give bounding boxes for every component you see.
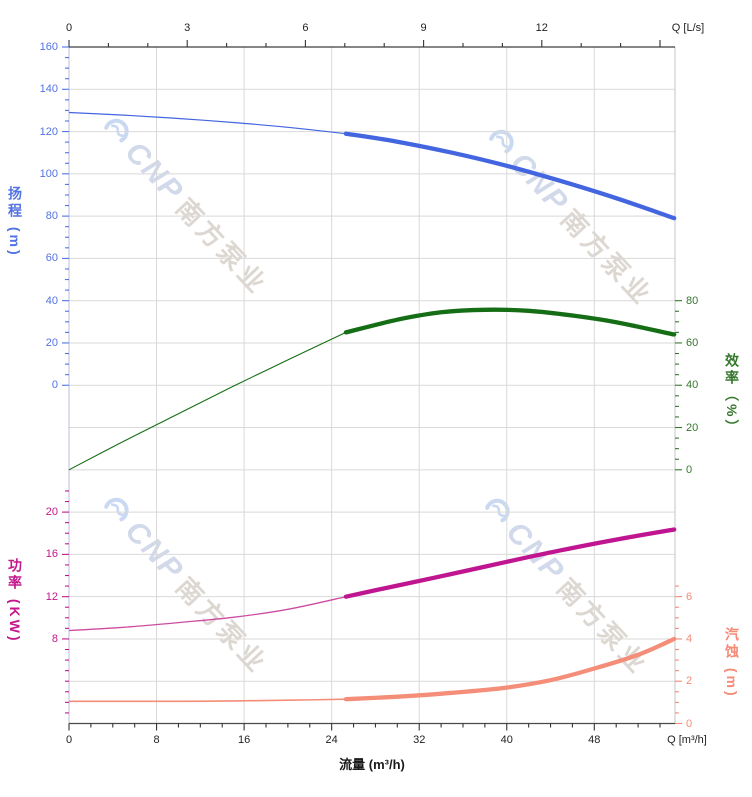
tick-label: 60	[45, 252, 58, 265]
efficiency-axis-title: 效率（%）	[724, 353, 740, 437]
tick-label: 9	[420, 22, 427, 34]
tick-label: 6	[686, 590, 693, 603]
tick-label: 160	[39, 41, 58, 53]
power-curve	[343, 527, 677, 599]
tick-label: 20	[686, 421, 699, 434]
tick-label: 0	[65, 22, 73, 34]
power-curve-thin	[68, 596, 347, 632]
flow-axis-title: 流量 (m³/h)	[339, 757, 405, 772]
npsh-curve-thin	[69, 698, 346, 703]
bottom-axis-unit-label: Q [m³/h]	[667, 734, 707, 746]
tick-label: 80	[45, 210, 58, 223]
tick-label: 12	[535, 22, 548, 34]
npsh-curve	[343, 636, 677, 702]
tick-label: 0	[686, 717, 693, 730]
tick-label: 140	[39, 83, 58, 96]
tick-label: 80	[686, 294, 699, 307]
tick-label: 20	[45, 336, 58, 349]
tick-label: 3	[184, 22, 191, 34]
tick-label: 4	[686, 632, 693, 645]
cnp-logo-icon	[104, 497, 129, 522]
efficiency-curve-thin	[68, 331, 347, 471]
tick-label: 16	[237, 734, 251, 746]
watermark: CNP 南方泵业	[93, 108, 278, 302]
tick-label: 40	[686, 379, 699, 392]
tick-label: 8	[153, 734, 160, 746]
power-axis-title: 功率 (KW)	[7, 558, 23, 644]
tick-label: 120	[39, 125, 58, 138]
tick-label: 60	[686, 336, 699, 349]
watermark: CNP 南方泵业	[93, 487, 278, 681]
top-axis-unit-label: Q [L/s]	[671, 22, 705, 34]
tick-label: 24	[325, 734, 338, 746]
tick-label: 0	[51, 379, 58, 392]
head-curve	[343, 131, 677, 221]
head-curve-thin	[68, 111, 346, 135]
tick-label: 6	[302, 22, 309, 34]
efficiency-curve	[343, 307, 677, 337]
npsh-axis-title: 汽蚀 (m)	[724, 627, 740, 699]
tick-label: 100	[39, 167, 58, 180]
tick-label: 16	[45, 548, 58, 561]
cnp-logo-icon	[104, 118, 129, 143]
tick-label: 32	[413, 734, 426, 746]
tick-label: 48	[588, 734, 601, 746]
head-axis-title: 扬程 (m)	[7, 186, 23, 258]
tick-label: 8	[51, 632, 58, 645]
tick-label: 2	[686, 675, 693, 688]
tick-label: 0	[686, 463, 693, 476]
tick-label: 12	[45, 590, 58, 603]
tick-label: 0	[65, 734, 73, 746]
tick-label: 20	[45, 506, 58, 519]
tick-label: 40	[45, 294, 58, 307]
tick-label: 40	[500, 734, 513, 746]
